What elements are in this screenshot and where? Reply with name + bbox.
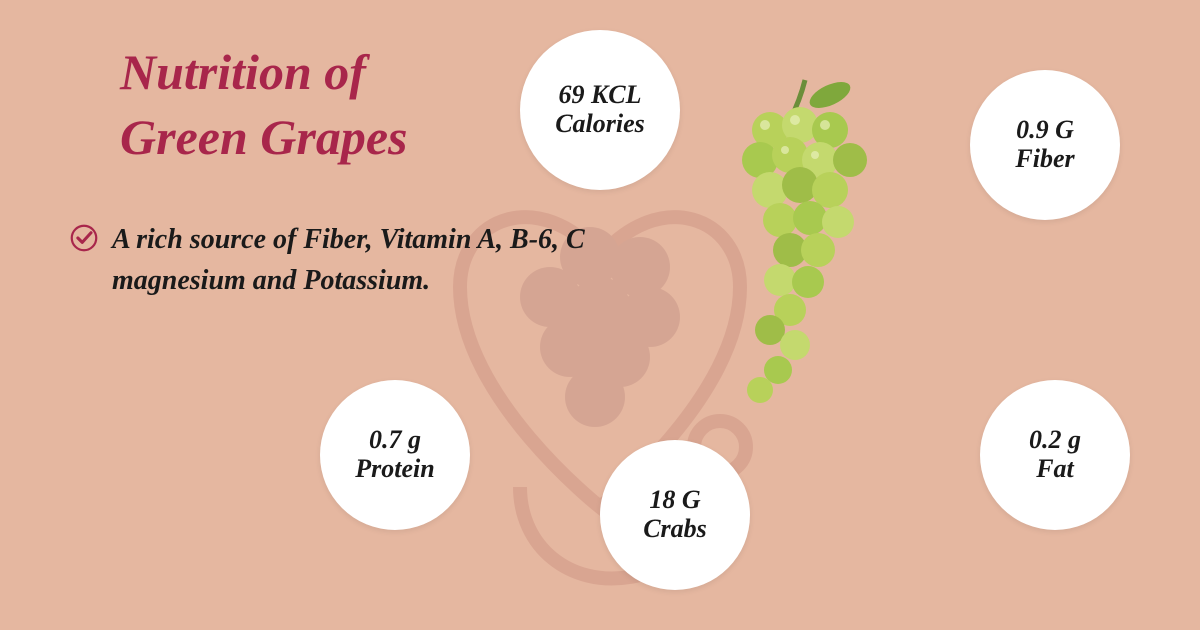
bubble-carbs: 18 G Crabs (600, 440, 750, 590)
check-circle-icon (70, 224, 98, 252)
bubble-label: Calories (555, 110, 645, 139)
subtitle-line-1: A rich source of Fiber, Vitamin A, B-6, … (112, 224, 585, 255)
bubble-value: 18 G (649, 486, 700, 515)
bubble-label: Crabs (643, 515, 707, 544)
bubble-protein: 0.7 g Protein (320, 380, 470, 530)
bubble-fiber: 0.9 G Fiber (970, 70, 1120, 220)
bubble-value: 0.9 G (1016, 116, 1074, 145)
bubble-value: 69 KCL (558, 81, 641, 110)
bubble-label: Fiber (1015, 145, 1074, 174)
subtitle-text: A rich source of Fiber, Vitamin A, B-6, … (112, 220, 585, 301)
subtitle-line-2: magnesium and Potassium. (112, 265, 430, 296)
green-grapes-image (700, 70, 910, 420)
bubble-fat: 0.2 g Fat (980, 380, 1130, 530)
title-line-1: Nutrition of (120, 40, 407, 105)
bubble-calories: 69 KCL Calories (520, 30, 680, 190)
bubble-label: Fat (1036, 455, 1074, 484)
page-title: Nutrition of Green Grapes (120, 40, 407, 170)
bubble-label: Protein (355, 455, 434, 484)
title-line-2: Green Grapes (120, 105, 407, 170)
subtitle-row: A rich source of Fiber, Vitamin A, B-6, … (70, 220, 585, 301)
bubble-value: 0.7 g (369, 426, 421, 455)
bubble-value: 0.2 g (1029, 426, 1081, 455)
